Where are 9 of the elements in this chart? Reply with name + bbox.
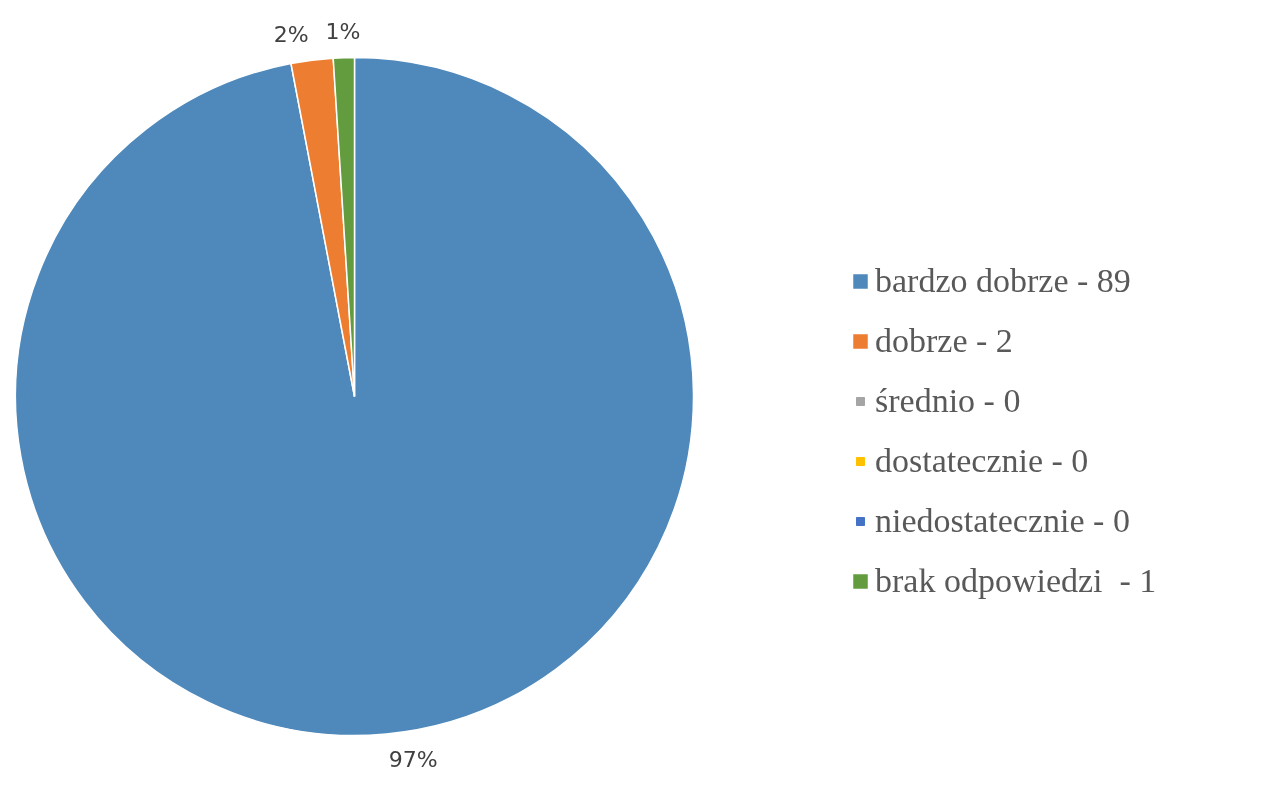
legend-label: niedostatecznie - 0 — [875, 502, 1130, 540]
data-label: 97% — [388, 747, 438, 773]
legend-label: średnio - 0 — [875, 382, 1021, 420]
legend-label: dobrze - 2 — [875, 322, 1013, 360]
data-label: 2% — [273, 21, 309, 47]
legend-label: bardzo dobrze - 89 — [875, 262, 1131, 300]
legend-label: brak odpowiedzi - 1 — [875, 562, 1157, 600]
legend-label: dostatecznie - 0 — [875, 442, 1089, 480]
data-label: 1% — [325, 19, 361, 45]
